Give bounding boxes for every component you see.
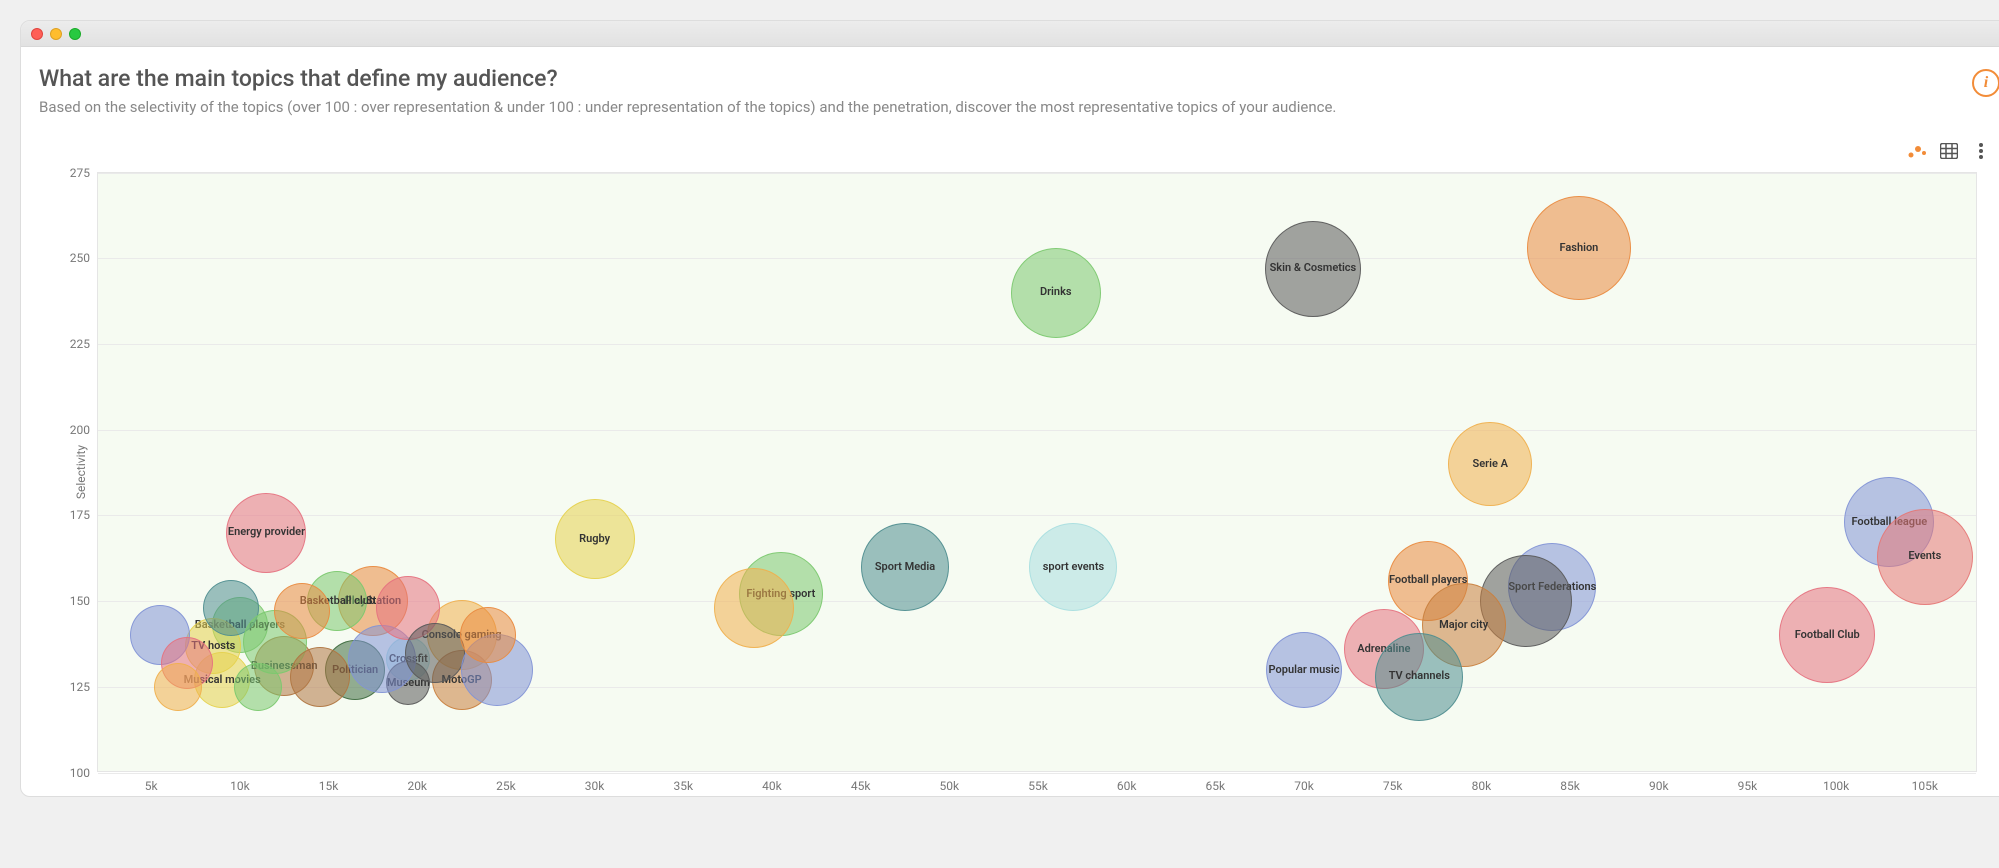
bubble-label: sport events [1043, 561, 1104, 573]
chart-bubble[interactable] [154, 663, 202, 711]
x-tick-label: 50k [940, 771, 960, 793]
chart-toolbar [39, 140, 1992, 162]
chart-bubble[interactable]: Events [1877, 509, 1973, 605]
page-title: What are the main topics that define my … [39, 65, 1972, 92]
x-tick-label: 70k [1294, 771, 1314, 793]
chart-bubble[interactable]: Skin & Cosmetics [1265, 221, 1361, 317]
x-tick-label: 30k [585, 771, 605, 793]
y-gridline [98, 430, 1976, 431]
chart-bubble[interactable] [234, 663, 282, 711]
page-subtitle: Based on the selectivity of the topics (… [39, 98, 1972, 118]
chart-bubble[interactable] [274, 583, 330, 639]
chart-bubble[interactable] [460, 607, 516, 663]
bubble-label: Serie A [1473, 458, 1508, 470]
x-tick-label: 95k [1738, 771, 1758, 793]
bubble-label: TV channels [1389, 670, 1450, 682]
chart-bubble[interactable]: Popular music [1266, 632, 1342, 708]
chart-bubble[interactable]: sport events [1029, 523, 1117, 611]
bubble-label: Popular music [1269, 664, 1340, 676]
bubble-label: Events [1908, 550, 1941, 562]
bubble-label: Rugby [579, 533, 610, 545]
chart-bubble[interactable]: Football Club [1779, 587, 1875, 683]
chart-container: Selectivity 1001251501752002252502755k10… [39, 172, 1999, 772]
bubble-label: Energy provider [228, 526, 305, 538]
y-tick-label: 200 [70, 423, 98, 437]
y-gridline [98, 515, 1976, 516]
y-gridline [98, 344, 1976, 345]
x-tick-label: 15k [319, 771, 339, 793]
header-row: What are the main topics that define my … [39, 65, 1999, 118]
y-tick-label: 275 [70, 166, 98, 180]
chart-bubble[interactable] [714, 568, 794, 648]
close-icon[interactable] [31, 28, 43, 40]
y-tick-label: 225 [70, 337, 98, 351]
chart-bubble[interactable]: Sport Media [861, 523, 949, 611]
x-tick-label: 85k [1560, 771, 1580, 793]
x-tick-label: 45k [851, 771, 871, 793]
x-tick-label: 35k [673, 771, 693, 793]
chart-bubble[interactable]: Rugby [555, 499, 635, 579]
y-tick-label: 150 [70, 594, 98, 608]
y-tick-label: 250 [70, 251, 98, 265]
chart-bubble[interactable]: Serie A [1448, 422, 1532, 506]
more-menu-icon[interactable] [1970, 140, 1992, 162]
y-tick-label: 175 [70, 508, 98, 522]
y-tick-label: 125 [70, 680, 98, 694]
bubble-label: Skin & Cosmetics [1270, 262, 1357, 274]
bubble-label: Fashion [1560, 242, 1599, 254]
y-gridline [98, 173, 1976, 174]
chart-bubble[interactable] [405, 623, 465, 683]
x-tick-label: 25k [496, 771, 516, 793]
y-axis-title: Selectivity [74, 444, 88, 498]
bubble-label: Football Club [1795, 629, 1860, 641]
x-tick-label: 100k [1823, 771, 1849, 793]
x-tick-label: 75k [1383, 771, 1403, 793]
x-tick-label: 40k [762, 771, 782, 793]
bubble-chart[interactable]: Selectivity 1001251501752002252502755k10… [97, 172, 1977, 772]
chart-bubble[interactable]: Energy provider [226, 493, 306, 573]
maximize-icon[interactable] [69, 28, 81, 40]
chart-bubble[interactable]: Fashion [1527, 196, 1631, 300]
scatter-view-icon[interactable] [1906, 140, 1928, 162]
chart-bubble[interactable]: TV channels [1375, 633, 1463, 721]
titlebar [21, 21, 1999, 47]
x-tick-label: 90k [1649, 771, 1669, 793]
info-icon[interactable]: i [1972, 69, 1999, 97]
x-tick-label: 105k [1912, 771, 1938, 793]
y-tick-label: 100 [70, 766, 98, 780]
bubble-label: Major city [1439, 619, 1488, 631]
x-tick-label: 80k [1472, 771, 1492, 793]
minimize-icon[interactable] [50, 28, 62, 40]
x-tick-label: 5k [145, 771, 158, 793]
x-tick-label: 60k [1117, 771, 1137, 793]
header-text: What are the main topics that define my … [39, 65, 1972, 118]
app-window: What are the main topics that define my … [20, 20, 1999, 797]
chart-bubble[interactable]: Drinks [1011, 248, 1101, 338]
x-tick-label: 55k [1028, 771, 1048, 793]
bubble-label: Sport Media [875, 561, 935, 573]
bubble-label: Drinks [1040, 286, 1072, 298]
content-panel: What are the main topics that define my … [21, 47, 1999, 796]
x-tick-label: 10k [230, 771, 250, 793]
x-tick-label: 65k [1206, 771, 1226, 793]
x-tick-label: 20k [407, 771, 427, 793]
chart-bubble[interactable] [290, 647, 350, 707]
table-view-icon[interactable] [1938, 140, 1960, 162]
